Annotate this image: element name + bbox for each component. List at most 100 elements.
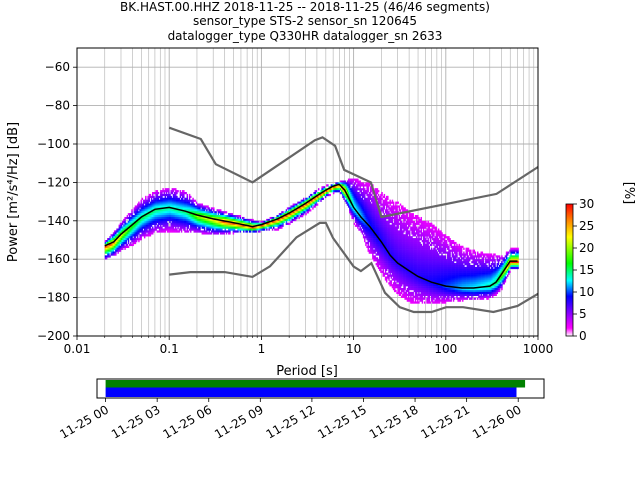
density-cell	[428, 245, 431, 248]
density-cell	[404, 236, 406, 239]
density-cell	[380, 203, 382, 206]
density-cell	[418, 234, 420, 237]
density-cell	[405, 293, 408, 296]
density-cell	[313, 201, 315, 204]
density-cell	[155, 201, 157, 204]
density-cell	[166, 199, 169, 202]
density-cell	[421, 261, 424, 264]
density-cell	[163, 228, 165, 231]
density-cell	[417, 284, 419, 287]
density-cell	[409, 286, 411, 289]
density-cell	[122, 236, 124, 239]
density-cell	[147, 216, 149, 220]
density-cell	[118, 249, 121, 252]
density-cell	[425, 249, 427, 252]
density-cell	[375, 215, 378, 218]
density-cell	[392, 263, 395, 266]
density-cell	[222, 220, 224, 224]
density-cell	[155, 211, 157, 214]
density-cell	[184, 211, 186, 214]
density-cell	[389, 280, 391, 283]
density-cell	[407, 264, 410, 268]
density-cell	[288, 215, 290, 218]
density-cell	[185, 216, 187, 220]
density-cell	[214, 216, 216, 220]
density-cell	[120, 245, 123, 248]
density-cell	[301, 201, 304, 204]
density-cell	[305, 203, 307, 206]
density-cell	[406, 215, 409, 218]
density-cell	[376, 238, 379, 241]
density-cell	[360, 201, 363, 204]
density-cell	[403, 228, 405, 231]
density-cell	[122, 228, 124, 231]
density-cell	[411, 266, 413, 270]
density-cell	[152, 195, 154, 199]
density-cell	[387, 228, 389, 231]
density-cell	[209, 213, 212, 216]
density-cell	[146, 220, 148, 224]
density-cell	[123, 241, 125, 245]
density-cell	[413, 249, 416, 252]
density-cell	[158, 230, 161, 233]
density-cell	[412, 264, 414, 268]
density-cell	[375, 209, 378, 212]
density-cell	[177, 197, 179, 200]
density-cell	[404, 241, 406, 245]
density-cell	[209, 228, 212, 231]
density-cell	[412, 282, 414, 285]
density-cell	[108, 245, 110, 248]
density-cell	[161, 201, 163, 204]
density-cell	[301, 207, 304, 210]
density-cell	[360, 190, 363, 193]
density-cell	[342, 188, 344, 191]
density-cell	[229, 216, 231, 220]
density-cell	[142, 216, 145, 220]
density-cell	[252, 226, 254, 229]
density-cell	[387, 209, 389, 212]
density-cell	[367, 197, 369, 200]
density-cell	[133, 215, 136, 218]
density-cell	[399, 282, 402, 285]
density-cell	[397, 264, 399, 268]
density-cell	[351, 216, 353, 220]
density-cell	[400, 270, 403, 273]
density-cell	[407, 272, 410, 275]
density-cell	[357, 178, 359, 181]
density-cell	[179, 228, 182, 231]
density-cell	[357, 180, 359, 183]
density-cell	[220, 220, 222, 224]
density-cell	[415, 284, 418, 287]
density-cell	[224, 222, 227, 225]
density-cell	[420, 293, 422, 296]
density-cell	[199, 224, 201, 227]
density-cell	[184, 218, 186, 222]
density-cell	[175, 218, 177, 222]
density-cell	[355, 224, 358, 227]
density-cell	[381, 240, 383, 243]
density-cell	[347, 203, 350, 206]
density-cell	[207, 215, 209, 218]
density-cell	[161, 218, 163, 222]
density-cell	[213, 207, 215, 210]
density-cell	[181, 197, 184, 200]
density-cell	[403, 261, 405, 264]
density-cell	[370, 205, 373, 208]
density-cell	[307, 205, 310, 208]
density-cell	[315, 193, 318, 197]
density-cell	[396, 245, 398, 248]
density-cell	[164, 203, 167, 206]
density-cell	[191, 201, 193, 204]
density-cell	[184, 213, 186, 216]
density-cell	[414, 263, 417, 266]
density-cell	[364, 205, 366, 208]
density-cell	[139, 230, 141, 233]
density-cell	[293, 218, 296, 222]
density-cell	[403, 293, 405, 296]
density-cell	[135, 234, 138, 237]
density-cell	[148, 222, 151, 225]
density-cell	[374, 203, 376, 206]
density-cell	[396, 240, 398, 243]
density-cell	[412, 220, 414, 224]
density-cell	[165, 197, 168, 200]
